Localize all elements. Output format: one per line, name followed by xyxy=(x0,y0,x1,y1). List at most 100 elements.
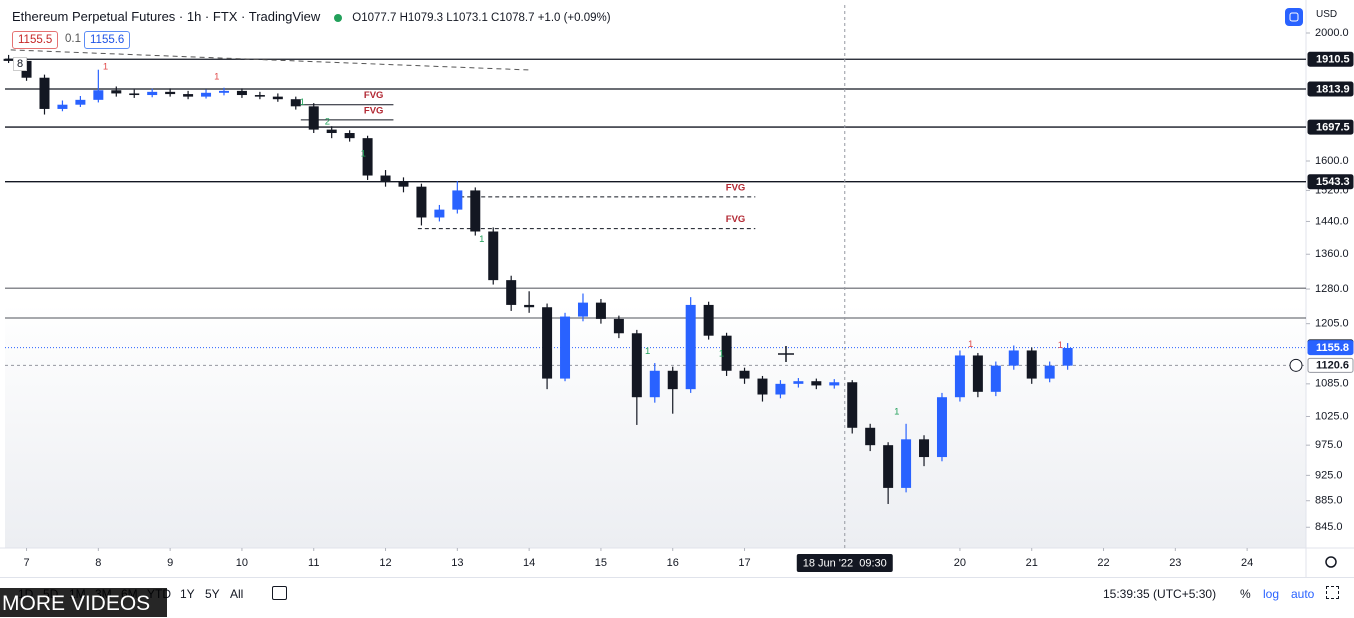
y-tick-label: 925.0 xyxy=(1315,469,1343,481)
x-tick-label: 23 xyxy=(1169,557,1181,569)
level-label-box xyxy=(1307,174,1354,190)
currency[interactable]: USD xyxy=(1316,9,1338,20)
candle-body xyxy=(1044,365,1055,379)
plot-area xyxy=(5,5,1306,548)
crosshair-price-label-box xyxy=(1307,357,1354,373)
y-tick-label: 1440.0 xyxy=(1315,215,1349,227)
trendline xyxy=(10,49,531,71)
candle-body xyxy=(470,190,481,232)
sell-price[interactable]: 1155.5 xyxy=(12,31,59,49)
candle-body xyxy=(936,397,947,458)
percent-toggle[interactable]: % xyxy=(1240,587,1251,601)
clock: 15:39:35 (UTC+5:30) xyxy=(1103,587,1217,601)
signal-marker: 1 xyxy=(719,348,724,359)
signal-marker: 1 xyxy=(300,97,305,108)
x-tick-label: 24 xyxy=(1241,557,1253,569)
x-tick-label: 12 xyxy=(379,557,391,569)
candle-body xyxy=(793,381,804,384)
candle-body xyxy=(595,302,606,319)
fvg-label: FVG xyxy=(364,105,384,116)
auto-toggle[interactable]: auto xyxy=(1291,587,1315,601)
candle-body xyxy=(129,93,140,96)
chart: 2000.01600.01520.01440.01360.01280.01205… xyxy=(0,0,1354,577)
last-price-label-box xyxy=(1307,340,1354,356)
x-tick-label: 13 xyxy=(451,557,463,569)
candle-body xyxy=(3,58,14,61)
candle-body xyxy=(524,304,535,308)
signal-marker: 1 xyxy=(361,148,366,159)
x-tick-label: 20 xyxy=(954,557,966,569)
candle-body xyxy=(739,370,750,379)
level-label-box xyxy=(1307,119,1354,135)
x-tick-label: 14 xyxy=(523,557,535,569)
x-tick-label: 10 xyxy=(236,557,248,569)
candles-layer xyxy=(3,54,1073,504)
status-dot xyxy=(334,13,343,22)
x-tick-label: 9 xyxy=(167,557,173,569)
level-label-box xyxy=(1307,81,1354,97)
candle-body xyxy=(362,138,373,176)
fvg-label: FVG xyxy=(364,90,384,101)
candle-body xyxy=(201,92,212,97)
candle-body xyxy=(452,190,463,210)
candle-body xyxy=(560,316,571,379)
candle-body xyxy=(39,77,50,109)
add-alert-button[interactable] xyxy=(1289,358,1303,372)
candle-body xyxy=(183,94,194,97)
candle-body xyxy=(1008,350,1019,366)
symbol-title: Ethereum Perpetual Futures · 1h · FTX · … xyxy=(12,9,321,24)
cursor xyxy=(778,346,794,362)
video-overlay[interactable]: MORE VIDEOS xyxy=(0,588,167,617)
candle-body xyxy=(631,333,642,398)
collapse-indicators[interactable]: 8 xyxy=(13,57,28,71)
ohlc: O1077.7 H1079.3 L1073.1 C1078.7 +1.0 (+0… xyxy=(352,12,611,24)
y-tick-label: 1085.0 xyxy=(1315,378,1349,390)
candle-body xyxy=(613,318,624,334)
screenshot-icon xyxy=(1289,12,1299,22)
candle-body xyxy=(75,99,86,105)
x-tick-label: 17 xyxy=(738,557,750,569)
candle-body xyxy=(57,104,68,109)
buy-price[interactable]: 1155.6 xyxy=(84,31,131,49)
x-tick-label: 11 xyxy=(308,557,319,569)
candle-body xyxy=(218,90,229,93)
candle-body xyxy=(326,129,337,134)
candle-body xyxy=(254,95,265,97)
candle-body xyxy=(757,378,768,395)
candle-body xyxy=(308,106,319,130)
level-label-box xyxy=(1307,51,1354,67)
crosshair-date-label: 18 Jun '22 09:30 xyxy=(803,557,887,569)
candle-body xyxy=(811,381,822,386)
candle-body xyxy=(380,175,391,182)
settings-button[interactable] xyxy=(1325,556,1337,568)
fvg-label: FVG xyxy=(726,182,746,193)
level-label: 1910.5 xyxy=(1316,54,1350,66)
screenshot-button[interactable] xyxy=(1285,8,1303,26)
y-tick-label: 845.0 xyxy=(1315,521,1343,533)
candle-body xyxy=(577,302,588,317)
candle-body xyxy=(829,382,840,386)
y-tick-label: 1205.0 xyxy=(1315,318,1349,330)
crosshair-date-box xyxy=(796,554,893,572)
candle-body xyxy=(865,427,876,446)
range-button[interactable]: 1Y xyxy=(180,587,195,601)
candle-body xyxy=(398,181,409,187)
last-price-label: 1155.8 xyxy=(1316,342,1349,354)
fvg-label: FVG xyxy=(726,214,746,225)
log-toggle[interactable]: log xyxy=(1263,587,1280,601)
candle-body xyxy=(721,335,732,371)
range-button[interactable]: 5Y xyxy=(205,587,220,601)
crosshair-price-label: 1120.6 xyxy=(1316,360,1349,372)
range-button[interactable]: All xyxy=(230,587,244,601)
candle-body xyxy=(93,90,104,100)
signal-marker: 1 xyxy=(479,234,484,245)
signal-marker: 1 xyxy=(214,72,219,83)
candle-body xyxy=(111,90,122,94)
signal-marker: 1 xyxy=(968,339,973,350)
date-range-button[interactable] xyxy=(272,586,287,600)
spread: 0.1 xyxy=(60,31,86,47)
fullscreen-button[interactable] xyxy=(1326,586,1339,599)
candle-body xyxy=(883,445,894,488)
candle-body xyxy=(685,304,696,390)
candle-body xyxy=(847,382,858,428)
